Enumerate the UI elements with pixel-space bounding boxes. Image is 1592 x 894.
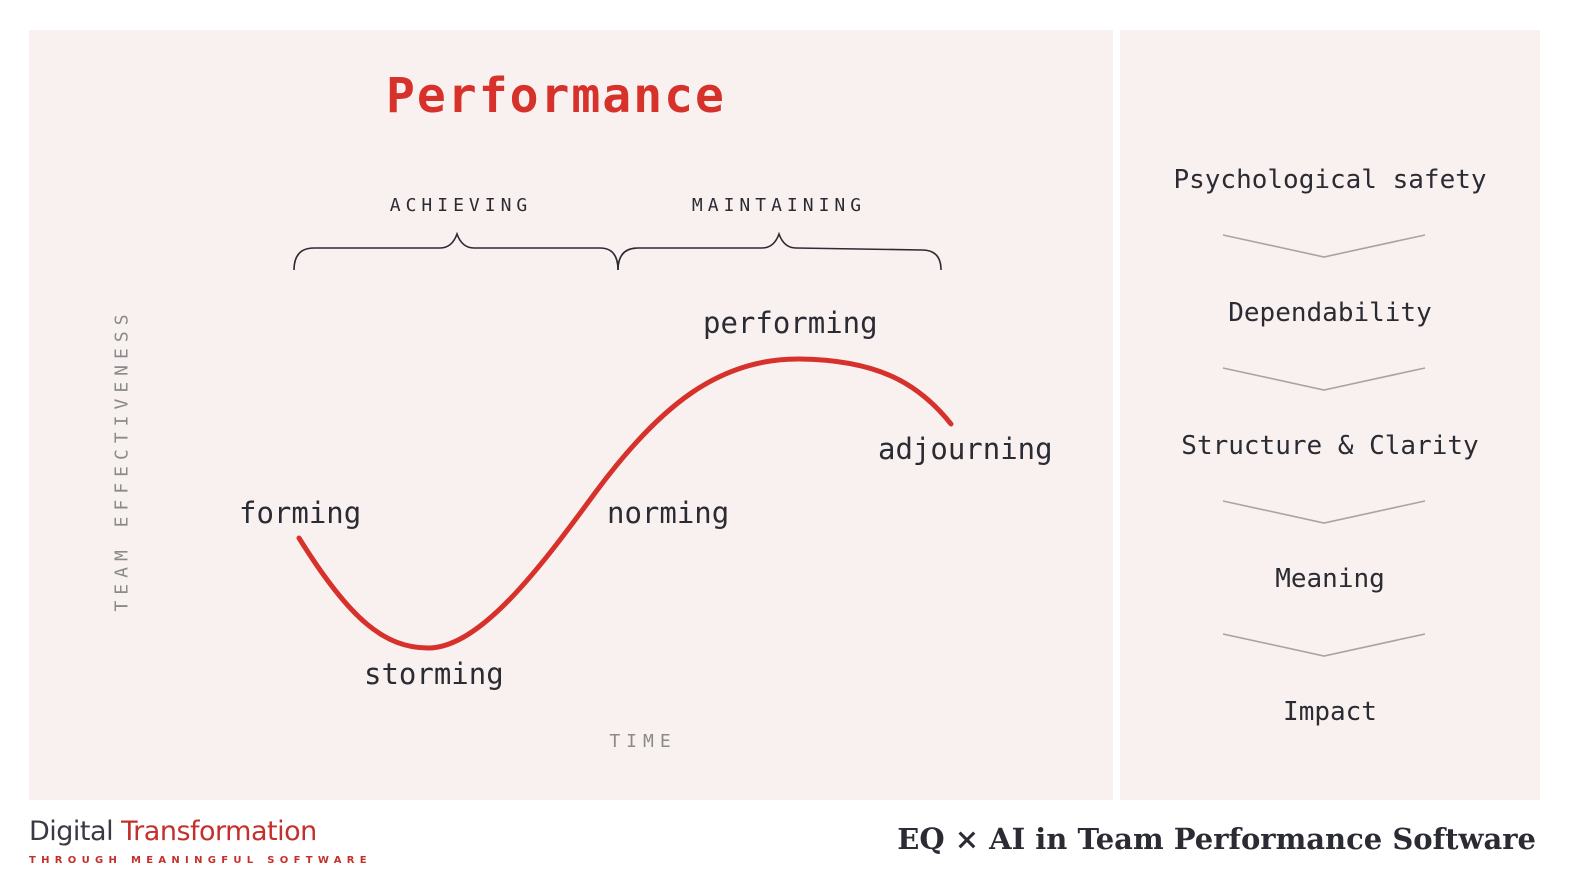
ladder-item-meaning: Meaning [1275,564,1385,594]
ladder-item-psychological-safety: Psychological safety [1173,165,1487,195]
brand-logo-part1: Digital [29,816,122,847]
brand-logo: Digital Transformation [29,816,317,847]
y-axis-label: TEAM EFFECTIVENESS [111,308,133,612]
x-axis-label: TIME [609,731,677,752]
ladder-panel [1120,30,1540,800]
stage-performing-label: performing [703,306,878,340]
ladder-item-dependability: Dependability [1228,298,1432,328]
brand-tagline: THROUGH MEANINGFUL SOFTWARE [29,855,372,866]
stage-storming-label: storming [364,657,504,691]
achieving-brace [293,231,619,271]
stage-forming-label: forming [239,496,362,530]
chevron-down-icon [1222,500,1426,524]
presentation-title: EQ × AI in Team Performance Software [897,822,1536,856]
chevron-down-icon [1222,367,1426,391]
phase-maintaining-label: MAINTAINING [691,195,867,216]
ladder-item-impact: Impact [1283,697,1377,727]
chevron-down-icon [1222,633,1426,657]
diagram-panel [29,30,1113,800]
team-development-curve [296,356,954,651]
maintaining-brace [617,231,942,271]
chevron-down-icon [1222,234,1426,258]
stage-norming-label: norming [607,496,730,530]
brand-logo-part2: Transformation [121,816,317,847]
diagram-title: Performance [386,68,726,124]
ladder-item-structure-clarity: Structure & Clarity [1181,431,1479,461]
phase-achieving-label: ACHIEVING [389,195,533,216]
stage-adjourning-label: adjourning [878,432,1053,466]
